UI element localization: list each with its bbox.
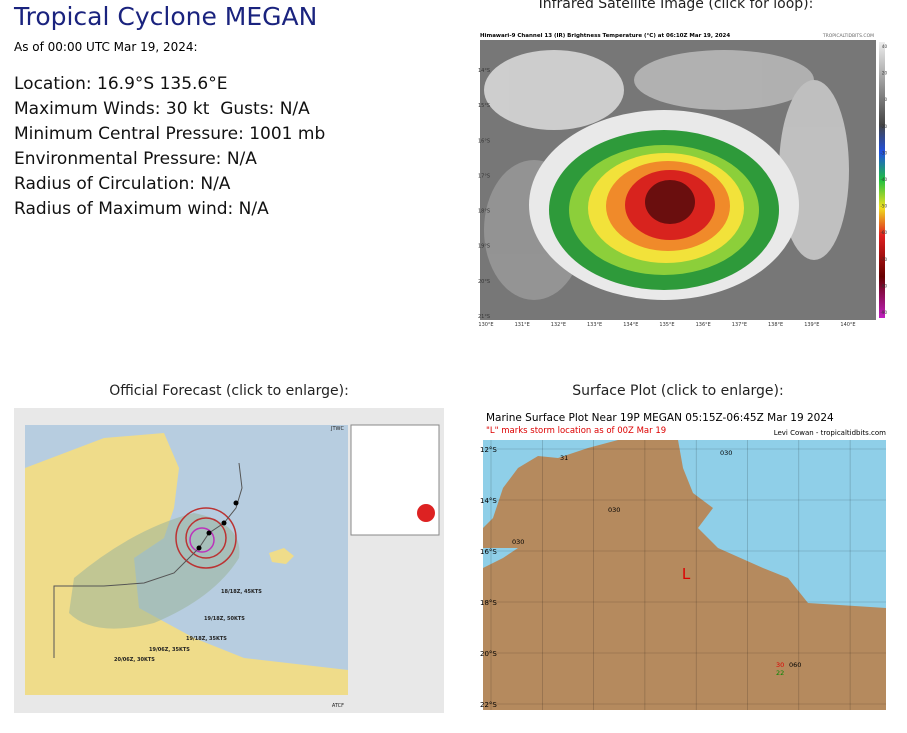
forecast-caption: Official Forecast (click to enlarge): <box>109 383 349 399</box>
satellite-caption: Infrared Satellite Image (click for loop… <box>538 0 814 12</box>
lon-label: 132°E <box>551 322 566 326</box>
satellite-image[interactable]: Himawari-9 Channel 13 (IR) Brightness Te… <box>474 30 888 326</box>
lon-label: 131°E <box>515 322 530 326</box>
surface-subtitle: "L" marks storm location as of 00Z Mar 1… <box>486 426 666 436</box>
station-label: 060 <box>789 661 801 669</box>
station-label: 22 <box>776 669 784 677</box>
scale-label: -70 <box>880 257 887 262</box>
lon-label: 139°E <box>804 322 819 326</box>
lon-label: 130°E <box>478 322 493 326</box>
lon-label: 134°E <box>623 322 638 326</box>
surface-caption: Surface Plot (click to enlarge): <box>572 383 784 399</box>
lat-label: 19°S <box>478 244 490 250</box>
satellite-image-title: Himawari-9 Channel 13 (IR) Brightness Te… <box>480 33 730 39</box>
lat-label: 22°S <box>480 701 497 709</box>
lat-label: 18°S <box>480 599 497 607</box>
scale-label: 40 <box>882 44 888 49</box>
info-line: Maximum Winds: 30 kt Gusts: N/A <box>14 99 310 119</box>
surface-image[interactable]: Marine Surface Plot Near 19P MEGAN 05:15… <box>478 408 893 713</box>
track-label: 20/06Z, 30KTS <box>114 657 155 663</box>
lon-label: 138°E <box>768 322 783 326</box>
forecast-image[interactable]: JTWC ATCF 18/18Z, 45KTS 19/18Z, 50KTS 19/1… <box>14 408 444 713</box>
scale-label: -30 <box>880 150 887 155</box>
title: Tropical Cyclone MEGAN <box>14 2 318 31</box>
scale-label: -20 <box>880 124 887 129</box>
info-line: Radius of Maximum wind: N/A <box>14 199 269 219</box>
lat-label: 14°S <box>480 497 497 505</box>
lat-label: 18°S <box>478 209 490 215</box>
scale-label: -40 <box>880 177 887 182</box>
forecast-footer: ATCF <box>332 703 344 709</box>
scale-label: 0 <box>884 97 887 102</box>
forecast-agency: JTWC <box>330 426 344 432</box>
satellite-credit: TROPICALTIDBITS.COM <box>822 33 874 39</box>
station-label: 030 <box>720 449 732 457</box>
surface-title: Marine Surface Plot Near 19P MEGAN 05:15… <box>486 412 834 424</box>
as-of: As of 00:00 UTC Mar 19, 2024: <box>14 40 198 54</box>
scale-label: 20 <box>882 71 888 76</box>
station-label: 31 <box>560 454 568 462</box>
scale-label: -50 <box>880 204 887 209</box>
scale-label: -90 <box>880 310 887 315</box>
info-list: Location: 16.9°S 135.6°E Maximum Winds: 3… <box>14 72 325 222</box>
surface-credit: Levi Cowan - tropicaltidbits.com <box>774 429 886 437</box>
lat-label: 20°S <box>480 650 497 658</box>
lat-label: 17°S <box>478 173 490 179</box>
lon-label: 135°E <box>659 322 674 326</box>
lon-label: 140°E <box>840 322 855 326</box>
lat-label: 14°S <box>478 68 490 74</box>
lon-label: 136°E <box>696 322 711 326</box>
info-line: Location: 16.9°S 135.6°E <box>14 74 228 94</box>
scale-label: -80 <box>880 283 887 288</box>
storm-marker: L <box>682 565 691 583</box>
lat-label: 16°S <box>480 548 497 556</box>
lat-label: 20°S <box>478 279 490 285</box>
info-line: Radius of Circulation: N/A <box>14 174 231 194</box>
lat-label: 16°S <box>478 138 490 144</box>
track-label: 19/18Z, 50KTS <box>204 616 245 622</box>
track-label: 19/06Z, 35KTS <box>149 647 190 653</box>
info-line: Minimum Central Pressure: 1001 mb <box>14 124 326 144</box>
lon-label: 137°E <box>732 322 747 326</box>
scale-label: -60 <box>880 230 887 235</box>
station-label: 030 <box>608 506 620 514</box>
track-label: 19/18Z, 35KTS <box>186 636 227 642</box>
station-label: 030 <box>512 538 524 546</box>
station-label: 30 <box>776 661 784 669</box>
track-label: 18/18Z, 45KTS <box>221 589 262 595</box>
lat-label: 15°S <box>478 103 490 109</box>
lat-label: 12°S <box>480 446 497 454</box>
lon-label: 133°E <box>587 322 602 326</box>
lat-label: 21°S <box>478 314 490 320</box>
info-line: Environmental Pressure: N/A <box>14 149 257 169</box>
